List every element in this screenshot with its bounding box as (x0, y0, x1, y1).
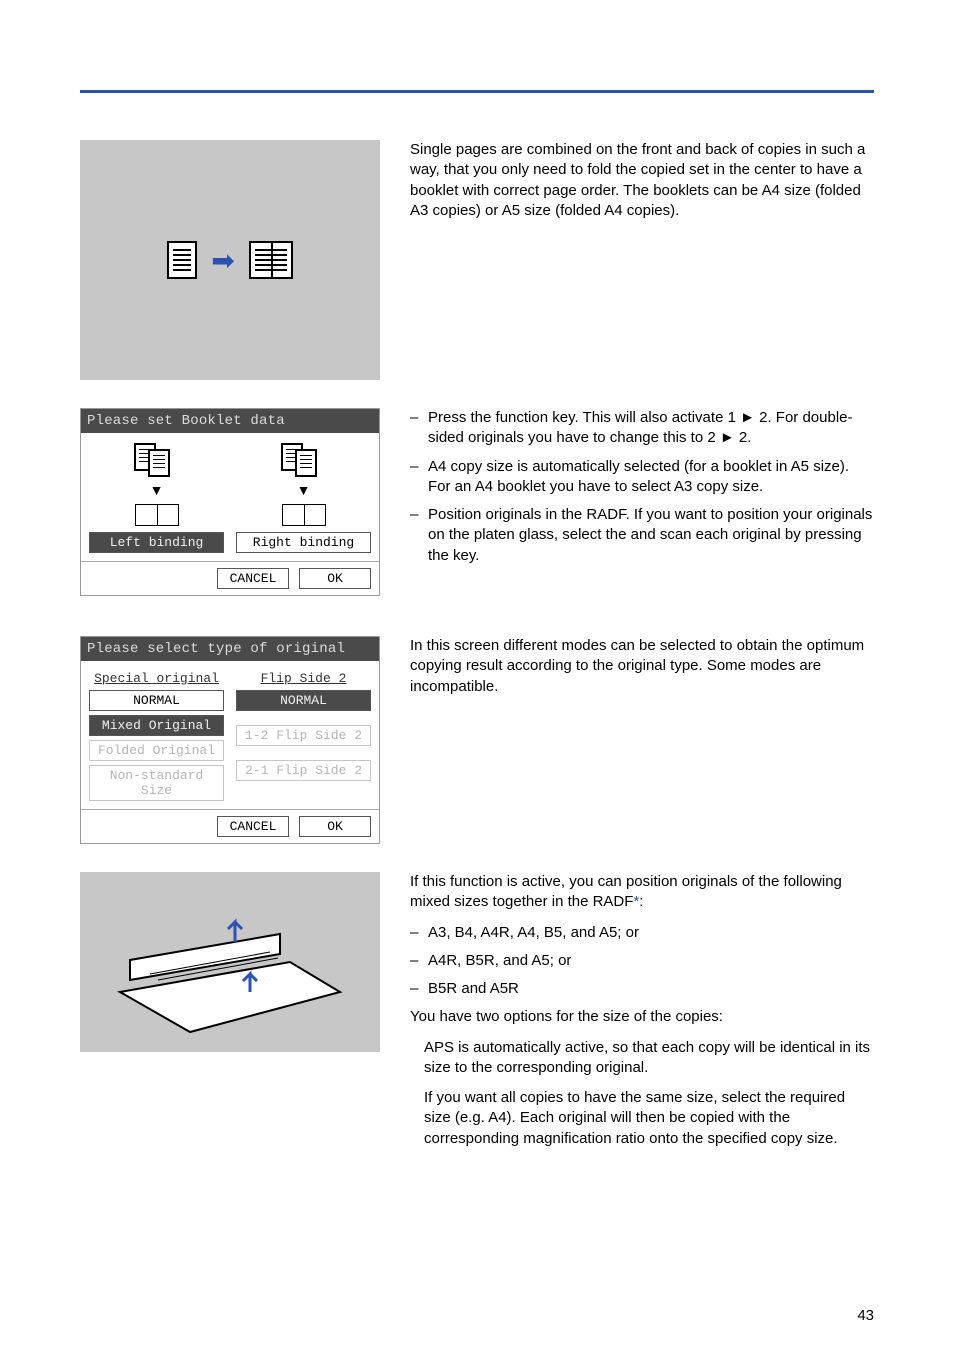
right-options: Flip Side 2 NORMAL 1-2 Flip Side 2 2-1 F… (236, 671, 371, 801)
row-mixed-sizes: If this function is active, you can posi… (80, 872, 874, 1159)
list-item: Position originals in the RADF. If you w… (428, 505, 874, 566)
row-original-screen: Please select type of original Special o… (80, 636, 874, 844)
page-number: 43 (857, 1307, 874, 1324)
list-item: A3, B4, A4R, A4, B5, and A5; or (428, 923, 874, 943)
list-item: A4 copy size is automatically selected (… (428, 457, 874, 498)
list-item: Press the function key. This will also a… (428, 408, 874, 449)
pages-icon (281, 443, 327, 476)
right-binding-option[interactable]: ▼ Right binding (236, 443, 371, 553)
nonstandard-size-button[interactable]: Non-standard Size (89, 765, 224, 801)
pages-icon (134, 443, 180, 476)
text-column: Press the function key. This will also a… (410, 408, 874, 574)
flip12-button[interactable]: 1-2 Flip Side 2 (236, 725, 371, 746)
open-book-icon (282, 504, 326, 526)
column-header: Special original (89, 671, 224, 686)
options-intro: You have two options for the size of the… (410, 1007, 874, 1027)
booklet-icon (249, 241, 293, 279)
manual-page: ➡ Single pages are combined on the front… (0, 0, 954, 1364)
screen-body: ▼ Left binding ▼ Right binding (81, 433, 379, 561)
left-options: Special original NORMAL Mixed Original F… (89, 671, 224, 801)
text-column: Single pages are combined on the front a… (410, 140, 874, 231)
list-item: A4R, B5R, and A5; or (428, 951, 874, 971)
radf-illustration (80, 872, 380, 1052)
mixed-sizes-list: A3, B4, A4R, A4, B5, and A5; or A4R, B5R… (410, 923, 874, 1000)
ok-button[interactable]: OK (299, 816, 371, 837)
left-binding-button[interactable]: Left binding (89, 532, 224, 553)
normal-button[interactable]: NORMAL (89, 690, 224, 711)
booklet-screen: Please set Booklet data ▼ Left binding (80, 408, 380, 596)
folded-original-button[interactable]: Folded Original (89, 740, 224, 761)
original-type-screen: Please select type of original Special o… (80, 636, 380, 844)
list-item: B5R and A5R (428, 979, 874, 999)
screen-title: Please set Booklet data (81, 409, 379, 433)
figure-column: Please select type of original Special o… (80, 636, 380, 844)
column-header: Flip Side 2 (236, 671, 371, 686)
cancel-button[interactable]: CANCEL (217, 816, 289, 837)
right-binding-button[interactable]: Right binding (236, 532, 371, 553)
mixed-intro: If this function is active, you can posi… (410, 872, 874, 913)
text-column: If this function is active, you can posi… (410, 872, 874, 1159)
text-column: In this screen different modes can be se… (410, 636, 874, 707)
ok-button[interactable]: OK (299, 568, 371, 589)
page-content: ➡ Single pages are combined on the front… (80, 140, 874, 1187)
row-booklet-intro: ➡ Single pages are combined on the front… (80, 140, 874, 380)
screen-title: Please select type of original (81, 637, 379, 661)
option-b: If you want all copies to have the same … (410, 1088, 874, 1149)
mixed-intro-text: If this function is active, you can posi… (410, 873, 842, 910)
printer-icon (80, 872, 380, 1052)
screen-body: Special original NORMAL Mixed Original F… (81, 661, 379, 809)
booklet-illustration: ➡ (80, 140, 380, 380)
flip21-button[interactable]: 2-1 Flip Side 2 (236, 760, 371, 781)
arrow-down-icon: ▼ (150, 482, 164, 498)
arrow-right-icon: ➡ (211, 244, 234, 277)
figure-column (80, 872, 380, 1052)
option-a: APS is automatically active, so that eac… (410, 1038, 874, 1079)
booklet-paragraph: Single pages are combined on the front a… (410, 140, 874, 221)
original-paragraph: In this screen different modes can be se… (410, 636, 874, 697)
top-rule (80, 90, 874, 93)
booklet-steps-list: Press the function key. This will also a… (410, 408, 874, 566)
arrow-down-icon: ▼ (297, 482, 311, 498)
single-pages-icon (167, 241, 197, 279)
left-binding-option[interactable]: ▼ Left binding (89, 443, 224, 553)
screen-bottom: CANCEL OK (81, 561, 379, 595)
figure-column: Please set Booklet data ▼ Left binding (80, 408, 380, 596)
open-book-icon (135, 504, 179, 526)
normal-flip-button[interactable]: NORMAL (236, 690, 371, 711)
row-booklet-screen: Please set Booklet data ▼ Left binding (80, 408, 874, 596)
mixed-original-button[interactable]: Mixed Original (89, 715, 224, 736)
cancel-button[interactable]: CANCEL (217, 568, 289, 589)
mixed-intro-suffix: : (639, 893, 643, 910)
screen-bottom: CANCEL OK (81, 809, 379, 843)
figure-column: ➡ (80, 140, 380, 380)
